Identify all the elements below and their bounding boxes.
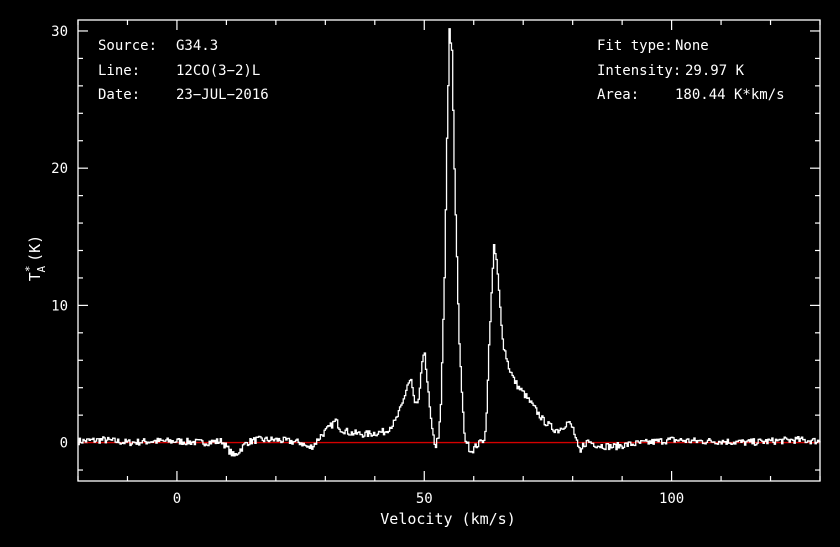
x-tick-label: 100 [659,491,684,507]
date-value: 23−JUL−2016 [176,87,269,103]
area-key: Area: [597,87,639,103]
date-key: Date: [98,87,140,103]
x-axis-label: Velocity (km/s) [380,510,515,528]
x-tick-label: 0 [173,491,181,507]
area-value: 180.44 K*km/s [675,87,785,103]
intensity-key: Intensity: [597,63,681,79]
y-axis-label: T*A (K) [23,235,48,281]
y-tick-label: 10 [51,298,68,314]
y-tick-label: 20 [51,161,68,177]
y-tick-label: 30 [51,24,68,40]
source-value: G34.3 [176,38,218,54]
source-key: Source: [98,38,157,54]
fit-type-value: None [675,38,709,54]
svg-text:T*A(K): T*A (K) [23,235,48,281]
x-tick-label: 50 [416,491,433,507]
axis-tick-labels: 0 50 100 0 10 20 30 [51,24,684,507]
plot-frame [77,19,821,482]
spectrum-line [78,28,821,457]
y-axis-label-sub: A [35,266,48,273]
y-axis-label-sup: * [23,266,36,273]
y-axis-label-unit: (K) [26,235,44,262]
intensity-value: 29.97 K [685,63,745,79]
fit-type-key: Fit type: [597,38,673,54]
y-tick-label: 0 [60,436,68,452]
line-value: 12CO(3−2)L [176,63,260,79]
line-key: Line: [98,63,140,79]
y-axis-label-main: T [26,272,44,281]
